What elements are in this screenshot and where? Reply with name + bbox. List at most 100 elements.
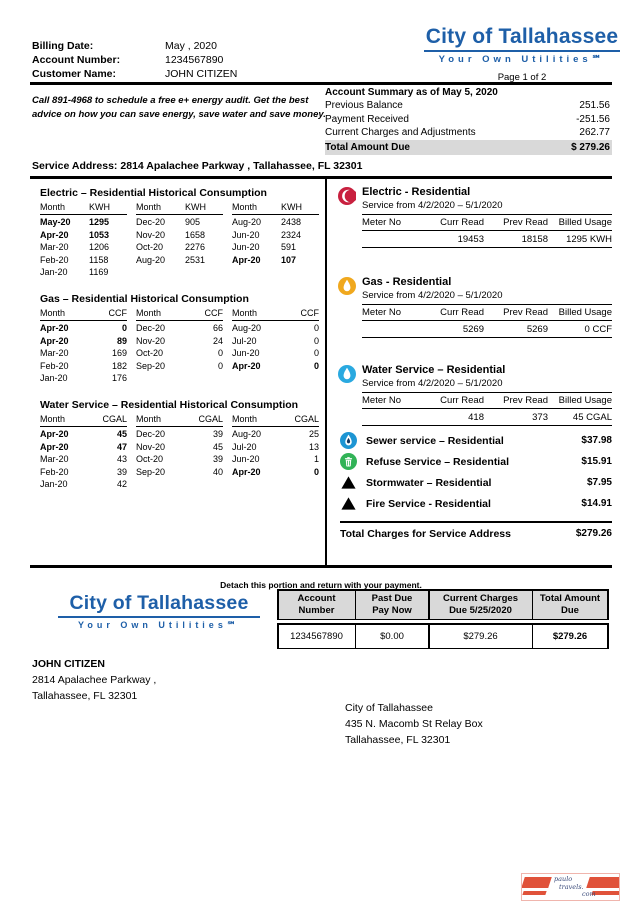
- watermark-stripe: [522, 891, 547, 895]
- month-column-header: Month: [136, 413, 162, 424]
- month-cell: Jun-20: [232, 229, 260, 240]
- history-row: Apr-20 89: [40, 335, 127, 348]
- history-row: Jun-20 591: [232, 241, 319, 254]
- total-amount-due-row: Total Amount Due $ 279.26: [325, 140, 612, 156]
- month-cell: Mar-20: [40, 454, 69, 465]
- charge-label: Refuse Service – Residential: [366, 455, 509, 468]
- total-charges-label: Total Charges for Service Address: [340, 528, 511, 540]
- history-row: Nov-20 1658: [136, 229, 223, 242]
- month-cell: Dec-20: [136, 428, 166, 439]
- value-cell: 591: [281, 242, 297, 253]
- history-row: Jul-20 0: [232, 335, 319, 348]
- service-period: Service from 4/2/2020 – 5/1/2020: [362, 199, 612, 215]
- meter-column-header: Meter No: [362, 307, 402, 318]
- history-row: Aug-20 25: [232, 428, 319, 441]
- history-row: Oct-20 2276: [136, 241, 223, 254]
- promo-text: Call 891-4968 to schedule a free e+ ener…: [32, 95, 326, 120]
- month-column-header: Month: [232, 307, 258, 318]
- unit-column-header: CGAL: [198, 413, 223, 424]
- history-row: Apr-20 107: [232, 254, 319, 267]
- history-group-header: Month KWH: [232, 202, 319, 215]
- customer-name-label: Customer Name:: [32, 68, 117, 80]
- history-row: Dec-20 66: [136, 322, 223, 335]
- account-info: Billing Date: May , 2020 Account Number:…: [32, 40, 237, 80]
- unit-column-header: CGAL: [102, 413, 127, 424]
- month-cell: Sep-20: [136, 466, 166, 477]
- history-row: Sep-20 40: [136, 466, 223, 479]
- value-cell: 0: [121, 322, 127, 333]
- value-cell: 2438: [281, 217, 302, 227]
- summary-row-label: Current Charges and Adjustments: [325, 126, 476, 138]
- meter-reading-value: [362, 412, 420, 423]
- sewer-drop-icon: [340, 432, 357, 449]
- month-cell: Aug-20: [232, 428, 262, 439]
- value-cell: 0: [313, 322, 319, 333]
- history-row: Feb-20 182: [40, 360, 127, 373]
- value-cell: 1: [313, 454, 319, 465]
- value-cell: 0: [313, 348, 319, 359]
- month-cell: Oct-20: [136, 348, 164, 359]
- meter-reading-value: 5269: [526, 323, 548, 335]
- month-cell: Feb-20: [40, 360, 69, 371]
- watermark-stripe: [522, 877, 552, 888]
- history-group: Month CCF Dec-20 66 Nov-20 24 Oct-20 0 Sep-20 0: [136, 308, 223, 385]
- value-cell: 0: [313, 466, 319, 477]
- account-number-label: Account Number:: [32, 54, 121, 66]
- value-cell: 0: [217, 348, 223, 359]
- history-row: Jan-20 176: [40, 372, 127, 385]
- meter-column-header: Billed Usage: [558, 217, 612, 228]
- history-group-header: Month KWH: [40, 202, 127, 215]
- month-cell: Jan-20: [40, 267, 68, 278]
- history-row: Mar-20 1206: [40, 241, 127, 254]
- charge-row: Fire Service - Residential $14.91: [340, 495, 612, 512]
- service-period: Service from 4/2/2020 – 5/1/2020: [362, 377, 612, 393]
- meter-reading-value: [362, 234, 420, 245]
- month-cell: Jul-20: [232, 335, 257, 346]
- history-tables: Electric – Residential Historical Consum…: [40, 187, 321, 505]
- value-cell: 1658: [185, 229, 206, 240]
- company-logo: City of Tallahassee Your Own Utilities℠ …: [424, 25, 620, 83]
- meter-table-row: 418 373 45 CGAL: [362, 409, 612, 426]
- service-body: Water Service – Residential Service from…: [362, 364, 612, 426]
- service-section: Water Service – Residential Service from…: [336, 364, 612, 426]
- history-group-header: Month CCF: [136, 308, 223, 321]
- summary-row-value: 251.56: [579, 100, 610, 112]
- history-row: Oct-20 39: [136, 453, 223, 466]
- meter-column-header: Billed Usage: [558, 395, 612, 406]
- month-cell: Apr-20: [40, 428, 69, 439]
- meter-reading-value: 19453: [457, 233, 484, 245]
- electric-icon: [338, 187, 358, 205]
- payment-column-header: Total Amount Due: [533, 590, 607, 619]
- service-address-value: 2814 Apalachee Parkway , Tallahassee, FL…: [120, 160, 363, 172]
- month-cell: Aug-20: [136, 254, 166, 265]
- summary-row-label: Payment Received: [325, 113, 409, 125]
- payment-table-header-row: Account Number Past Due Pay Now Current Ch…: [277, 589, 609, 620]
- value-cell: 47: [116, 441, 127, 452]
- charge-amount: $7.95: [586, 477, 612, 488]
- service-section: Electric - Residential Service from 4/2/…: [336, 186, 612, 248]
- meter-column-header: Meter No: [362, 217, 402, 228]
- service-period: Service from 4/2/2020 – 5/1/2020: [362, 289, 612, 305]
- charges-list: Sewer service – Residential $37.98 Refuse …: [340, 432, 612, 540]
- meter-column-header: Prev Read: [503, 395, 548, 406]
- column-divider: [325, 179, 327, 565]
- value-cell: 25: [308, 428, 319, 439]
- meter-reading-value: 5269: [462, 323, 484, 335]
- month-cell: Nov-20: [136, 229, 166, 240]
- history-group-header: Month CGAL: [232, 414, 319, 427]
- charge-amount: $15.91: [581, 456, 612, 467]
- value-cell: 40: [212, 466, 223, 477]
- value-cell: 1169: [89, 267, 109, 278]
- month-cell: Jan-20: [40, 479, 68, 490]
- return-address-line: 435 N. Macomb St Relay Box: [345, 718, 483, 730]
- summary-row: Current Charges and Adjustments 262.77: [325, 126, 612, 139]
- month-cell: Nov-20: [136, 441, 166, 452]
- meter-column-header: Curr Read: [440, 217, 484, 228]
- month-column-header: Month: [136, 307, 162, 318]
- summary-row-value: 262.77: [579, 126, 610, 138]
- month-cell: Apr-20: [232, 466, 261, 477]
- history-group: Month CGAL Aug-20 25 Jul-20 13 Jun-20 1 Apr-20 0: [232, 414, 319, 491]
- summary-row-label: Previous Balance: [325, 100, 403, 112]
- history-group-header: Month CCF: [232, 308, 319, 321]
